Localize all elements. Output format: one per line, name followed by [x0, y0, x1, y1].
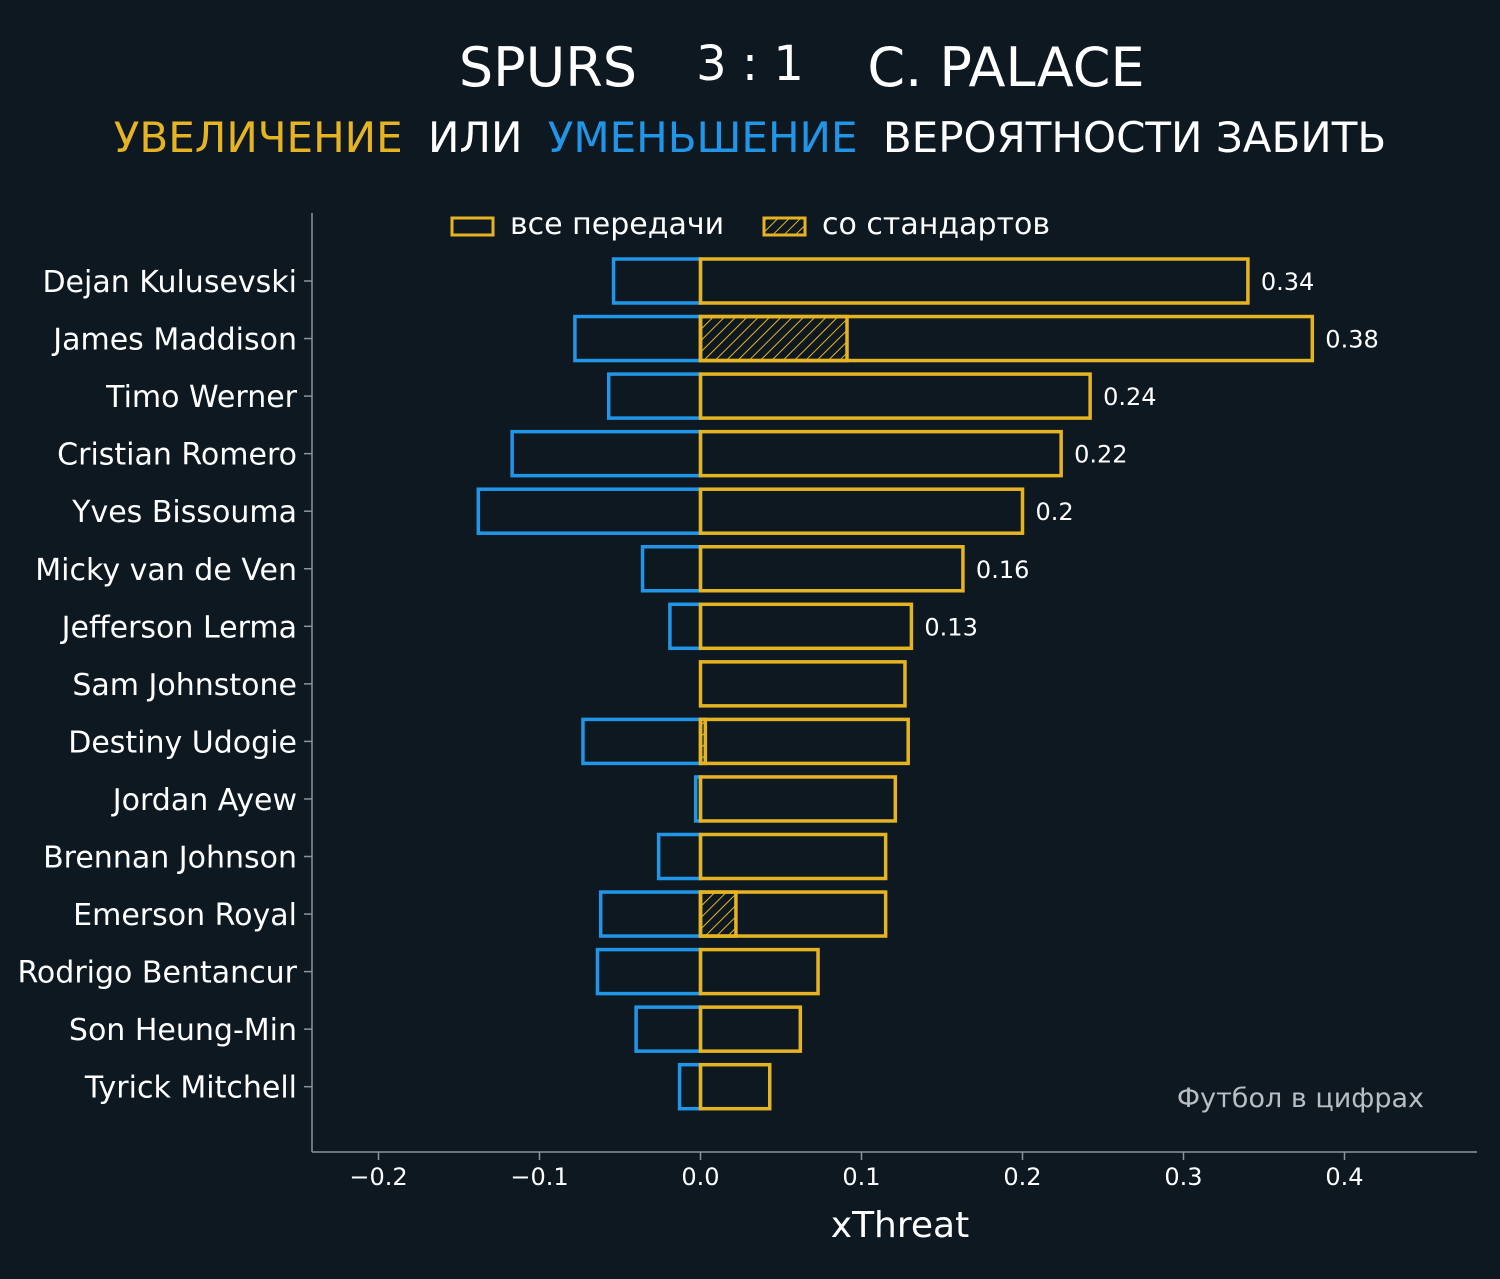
legend-swatch-outline	[450, 216, 495, 237]
bar-value-label: 0.34	[1261, 268, 1314, 296]
bar-decrease	[581, 717, 703, 766]
legend: все передачи со стандартов	[450, 207, 1050, 242]
bar-increase	[698, 947, 820, 996]
bar-decrease	[640, 545, 703, 593]
title-home-team: SPURS	[459, 36, 637, 99]
bar-value-label: 0.24	[1103, 383, 1156, 411]
watermark: Футбол в цифрах	[1177, 1083, 1424, 1114]
x-tick-label: 0.0	[681, 1163, 719, 1191]
bar-decrease	[606, 372, 703, 420]
y-tick-label: Destiny Udogie	[68, 725, 297, 760]
bar-decrease	[573, 314, 703, 363]
y-tick-label: Son Heung-Min	[69, 1013, 297, 1048]
bar-value-label: 0.38	[1325, 326, 1378, 354]
y-tick-label: Emerson Royal	[73, 898, 297, 933]
y-tick-label: James Maddison	[51, 323, 297, 358]
x-tick-label: 0.4	[1325, 1163, 1363, 1191]
bar-increase	[698, 372, 1092, 420]
y-tick-label: Jefferson Lerma	[60, 610, 297, 645]
y-tick-label: Cristian Romero	[57, 438, 297, 473]
bar-increase	[698, 429, 1063, 478]
bar-value-label: 0.22	[1074, 441, 1127, 469]
y-tick-label: Yves Bissouma	[71, 495, 297, 530]
y-tick-label: Rodrigo Bentancur	[17, 956, 297, 991]
legend-label-all-passes: все передачи	[510, 207, 724, 242]
bar-decrease	[598, 890, 703, 938]
x-tick-label: −0.2	[349, 1163, 407, 1191]
bar-increase	[698, 1062, 772, 1111]
bar-decrease	[677, 1062, 703, 1111]
bar-value-label: 0.16	[976, 556, 1029, 584]
y-tick-label: Dejan Kulusevski	[42, 265, 297, 300]
y-tick-label: Tyrick Mitchell	[84, 1071, 297, 1106]
bar-increase	[698, 602, 914, 651]
y-tick-label: Jordan Ayew	[111, 783, 297, 818]
bar-decrease	[595, 947, 703, 996]
legend-label-set-pieces: со стандартов	[822, 207, 1050, 242]
y-tick-label: Brennan Johnson	[43, 841, 297, 876]
bar-set-pieces	[698, 314, 849, 363]
bar-increase	[698, 717, 910, 766]
bar-decrease	[656, 832, 703, 881]
bar-set-pieces	[698, 890, 738, 938]
bar-value-label: 0.2	[1036, 498, 1074, 526]
x-tick-label: −0.1	[510, 1163, 568, 1191]
x-tick-label: 0.3	[1164, 1163, 1202, 1191]
bars-layer: 0.34 0.38 0.24 0.22 0.2 0.16 0.13	[476, 257, 1379, 1111]
bar-increase	[698, 890, 888, 938]
legend-swatch-hatched	[762, 216, 807, 237]
bar-increase	[698, 487, 1025, 535]
bar-decrease	[634, 1005, 703, 1053]
bar-decrease	[611, 257, 703, 305]
subtitle-or: ИЛИ	[428, 113, 522, 162]
subtitle-rest: ВЕРОЯТНОСТИ ЗАБИТЬ	[883, 113, 1386, 162]
bar-decrease	[510, 429, 703, 478]
title-score: 3 : 1	[696, 36, 804, 92]
title-away-team: C. PALACE	[867, 36, 1144, 99]
bar-increase	[698, 1005, 803, 1053]
y-tick-labels: Dejan Kulusevski James Maddison Timo Werne…	[17, 265, 312, 1106]
subtitle-increase: УВЕЛИЧЕНИЕ	[114, 113, 403, 162]
bar-increase	[698, 257, 1250, 305]
y-tick-label: Micky van de Ven	[35, 553, 297, 588]
bar-increase	[698, 545, 965, 593]
y-tick-label: Sam Johnstone	[72, 668, 297, 703]
bar-decrease	[476, 487, 703, 535]
bar-increase	[698, 832, 888, 881]
bar-increase	[698, 314, 1315, 363]
bar-decrease	[668, 602, 703, 651]
bar-value-label: 0.13	[924, 613, 977, 641]
bar-increase	[698, 660, 907, 708]
x-ticks: −0.2 −0.1 0.0 0.1 0.2 0.3 0.4	[349, 1152, 1364, 1191]
x-axis-label: xThreat	[831, 1205, 969, 1246]
subtitle: УВЕЛИЧЕНИЕ ИЛИ УМЕНЬШЕНИЕ ВЕРОЯТНОСТИ ЗА…	[114, 113, 1386, 162]
x-tick-label: 0.1	[842, 1163, 880, 1191]
x-tick-label: 0.2	[1003, 1163, 1041, 1191]
y-tick-label: Timo Werner	[105, 380, 297, 415]
bar-increase	[698, 775, 898, 823]
subtitle-decrease: УМЕНЬШЕНИЕ	[548, 113, 858, 162]
